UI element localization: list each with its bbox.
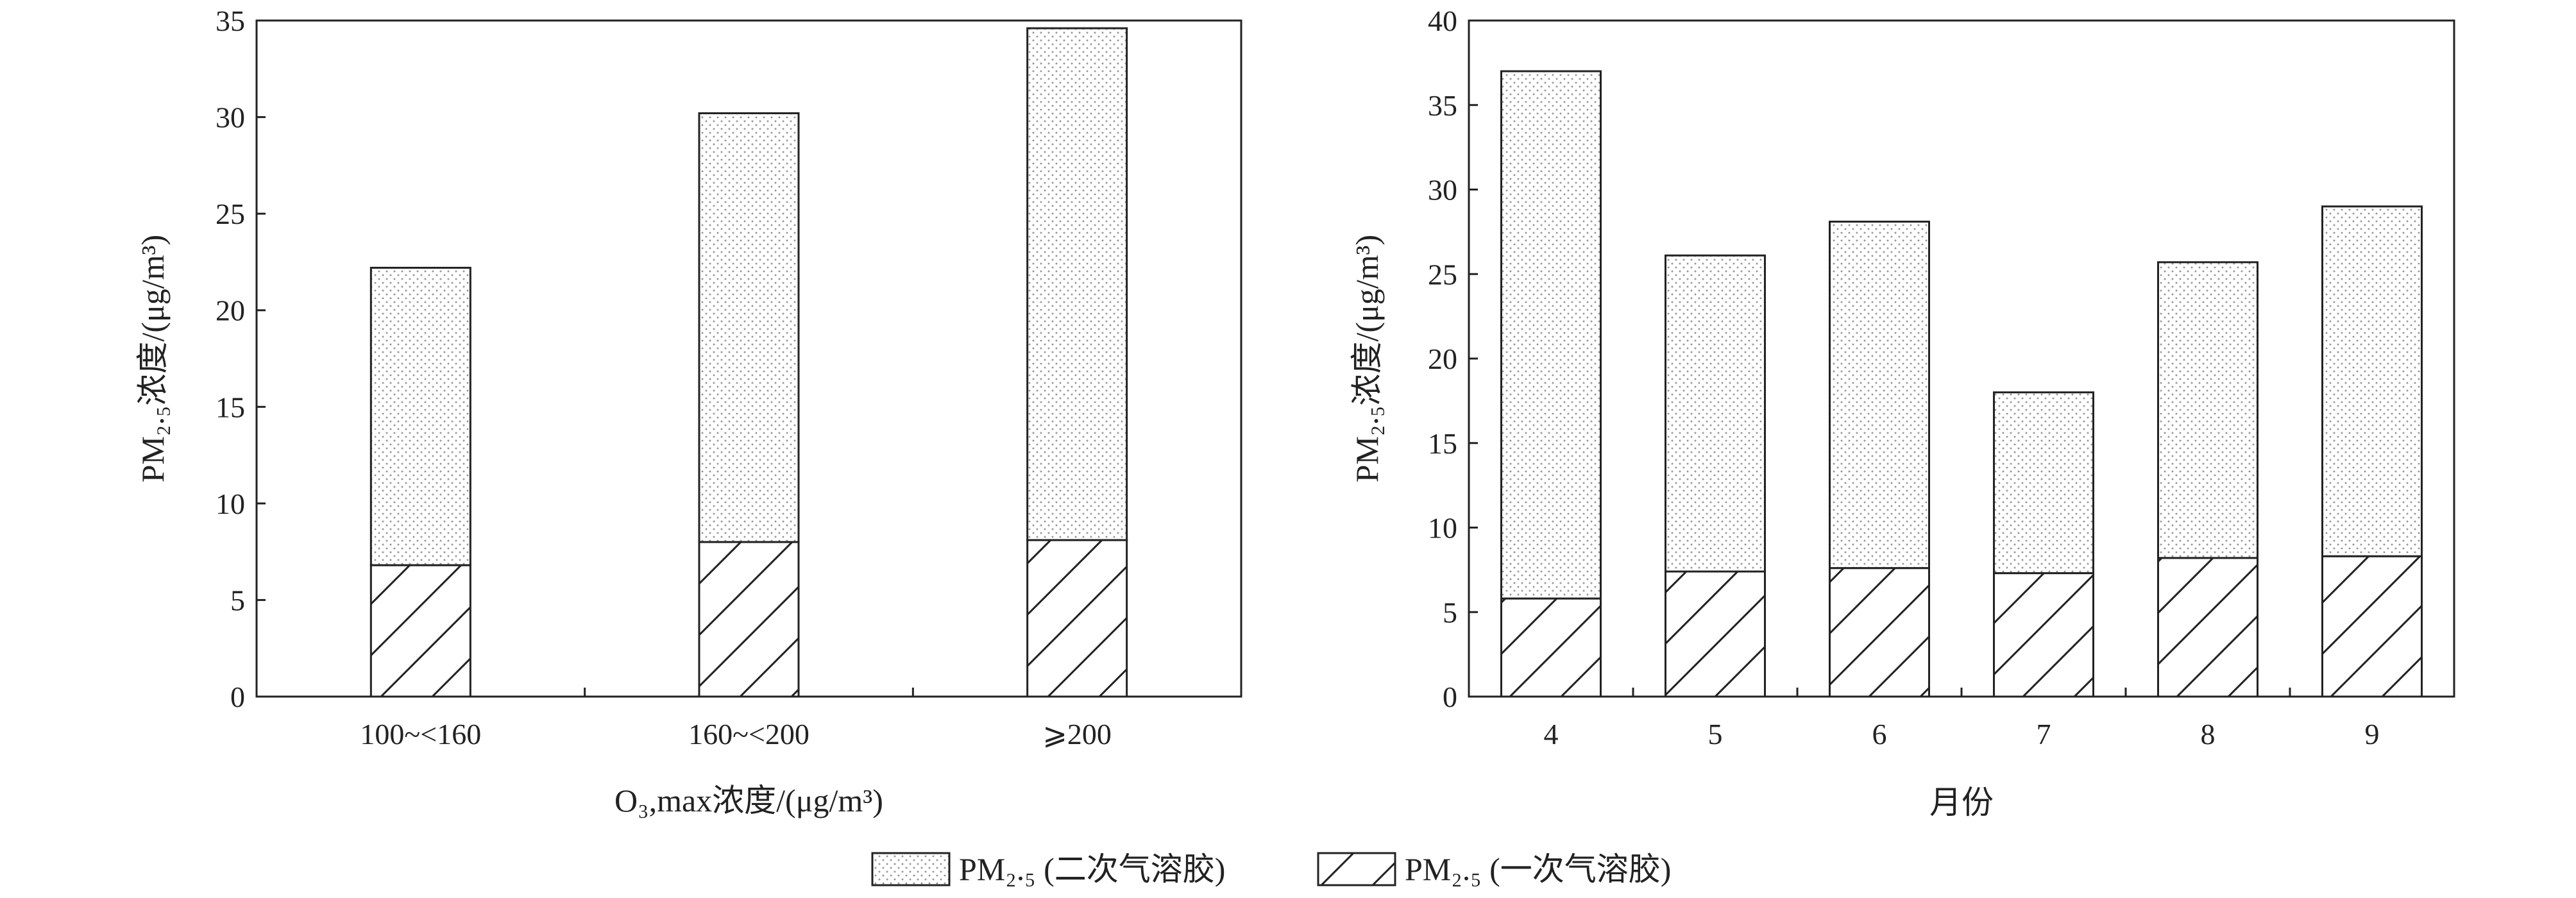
y-tick-label: 5 <box>230 584 245 616</box>
y-tick-label: 0 <box>230 681 245 713</box>
bar-primary-aerosol <box>1500 597 1602 698</box>
y-tick-label: 0 <box>1443 681 1457 713</box>
bar-primary-aerosol <box>1665 570 1766 698</box>
x-tick-label: 5 <box>1708 718 1723 750</box>
y-tick-label: 20 <box>1428 343 1457 375</box>
y-axis-label: PM₂.₅浓度/(μg/m³) <box>135 235 171 482</box>
legend-label-primary: PM₂.₅ (一次气溶胶) <box>1405 851 1671 887</box>
bar-secondary-aerosol <box>1829 221 1930 570</box>
y-tick-label: 25 <box>1428 258 1457 291</box>
x-tick-label: 8 <box>2201 718 2216 750</box>
bar-secondary-aerosol <box>2321 205 2423 557</box>
y-tick-label: 10 <box>216 487 245 520</box>
legend-label-secondary: PM₂.₅ (二次气溶胶) <box>959 851 1225 887</box>
x-tick-label: 9 <box>2365 718 2380 750</box>
legend-swatch-secondary <box>871 852 951 886</box>
y-tick-label: 20 <box>216 294 245 327</box>
y-tick-label: 5 <box>1443 596 1457 629</box>
bar-secondary-aerosol <box>2157 261 2258 559</box>
y-tick-label: 25 <box>216 198 245 230</box>
y-tick-label: 40 <box>1428 4 1457 37</box>
x-axis-label: O₃,max浓度/(μg/m³) <box>614 783 883 818</box>
bar-secondary-aerosol <box>1993 391 2094 575</box>
bar-primary-aerosol <box>1993 572 2094 698</box>
bar-primary-aerosol <box>369 564 471 698</box>
bar-secondary-aerosol <box>1665 254 1766 573</box>
bar-primary-aerosol <box>2157 557 2258 698</box>
x-tick-label: 4 <box>1544 718 1559 750</box>
x-tick-label: 160~<200 <box>688 718 809 750</box>
x-tick-label: 100~<160 <box>360 718 481 750</box>
x-tick-label: ⩾200 <box>1042 718 1112 750</box>
bar-secondary-aerosol <box>1026 27 1128 541</box>
bar-secondary-aerosol <box>369 266 471 566</box>
y-tick-label: 35 <box>216 4 245 37</box>
y-tick-label: 30 <box>216 101 245 134</box>
x-axis-label: 月份 <box>1929 784 1994 820</box>
x-tick-label: 7 <box>2037 718 2051 750</box>
y-tick-label: 30 <box>1428 174 1457 207</box>
chart-o3-concentration: 0 5 10 15 20 25 30 35 100~<160 160~<200 ⩾200 O₃,max… <box>135 4 1242 818</box>
x-tick-label: 6 <box>1872 718 1887 750</box>
bar-primary-aerosol <box>1829 567 1930 698</box>
y-tick-label: 35 <box>1428 89 1457 122</box>
plot-frame <box>1468 19 2455 698</box>
bar-secondary-aerosol <box>698 112 800 543</box>
bar-primary-aerosol <box>2321 555 2423 698</box>
bar-primary-aerosol <box>698 541 800 698</box>
y-tick-label: 10 <box>1428 512 1457 545</box>
bar-secondary-aerosol <box>1500 70 1602 600</box>
y-axis-label: PM₂.₅浓度/(μg/m³) <box>1349 235 1385 482</box>
legend-swatch-primary <box>1317 852 1396 886</box>
y-tick-label: 15 <box>1428 427 1457 460</box>
y-tick-label: 15 <box>216 391 245 423</box>
legend: PM₂.₅ (二次气溶胶) PM₂.₅ (一次气溶胶) <box>871 851 1671 887</box>
bar-primary-aerosol <box>1026 539 1128 698</box>
